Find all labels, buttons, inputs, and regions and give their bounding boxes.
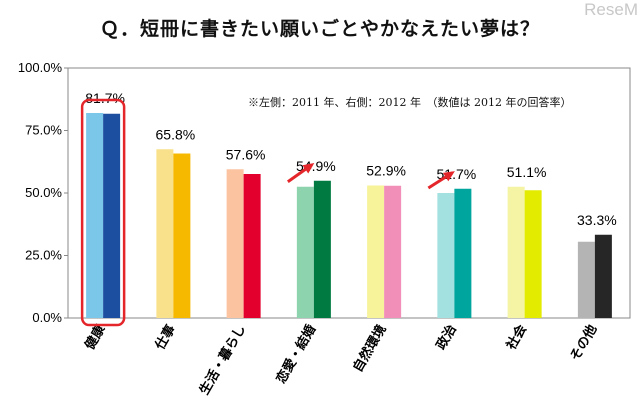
- category-label: 自然環境: [350, 322, 390, 375]
- y-tick-label: 25.0%: [25, 248, 62, 263]
- data-label: 51.1%: [507, 164, 547, 180]
- bar-2012: [313, 180, 331, 318]
- category-label: 仕事: [151, 322, 178, 353]
- bar-2012: [454, 188, 472, 318]
- trend-arrow-head: [442, 171, 455, 182]
- category-label: 恋愛・結婚: [273, 322, 319, 386]
- bar-2011: [507, 186, 525, 318]
- category-label: その他: [567, 322, 600, 364]
- y-tick-label: 0.0%: [32, 310, 62, 325]
- bar-2012: [594, 234, 612, 318]
- data-label: 81.7%: [85, 90, 125, 106]
- bar-2012: [243, 174, 261, 318]
- bar-2012: [384, 185, 402, 318]
- trend-arrow-head: [302, 163, 315, 174]
- bar-2012: [173, 153, 191, 318]
- chart-title: Ｑ．短冊に書きたい願いごとやかなえたい夢は？: [99, 18, 540, 40]
- bar-2011: [577, 241, 595, 318]
- bar-2012: [103, 113, 121, 318]
- bar-2011: [437, 193, 455, 318]
- y-tick-label: 100.0%: [18, 60, 63, 75]
- plot-frame: [67, 67, 631, 319]
- bar-2011: [86, 113, 104, 318]
- y-tick-label: 75.0%: [25, 123, 62, 138]
- chart-note: ※左側：2011 年、右側：2012 年 （数値は 2012 年の回答率）: [248, 96, 572, 109]
- category-label: 政治: [433, 322, 460, 353]
- bar-2011: [367, 185, 385, 318]
- bar-2011: [226, 169, 244, 318]
- data-label: 52.9%: [366, 163, 406, 179]
- watermark-logo: ReseM: [584, 0, 638, 19]
- bar-2012: [524, 190, 542, 318]
- y-tick-label: 50.0%: [25, 185, 62, 200]
- highlight-box: [80, 98, 126, 327]
- bar-2011: [296, 186, 314, 318]
- bar-2011: [156, 149, 174, 318]
- category-label: 生活・暮らし: [196, 322, 249, 398]
- data-label: 65.8%: [156, 126, 196, 142]
- category-label: 社会: [503, 321, 531, 353]
- data-label: 57.6%: [226, 146, 266, 162]
- data-label: 33.3%: [577, 212, 617, 228]
